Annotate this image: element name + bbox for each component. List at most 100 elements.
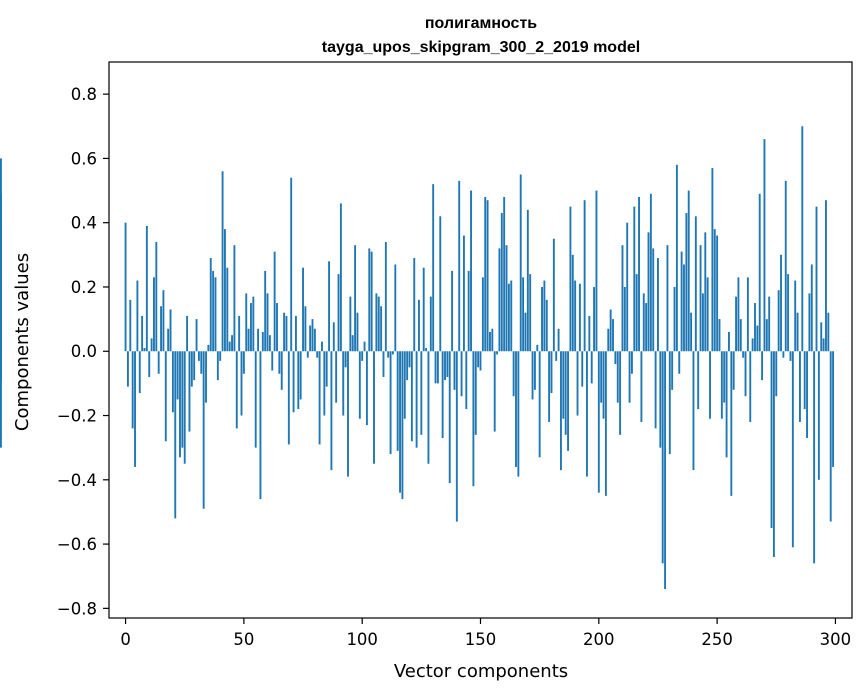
- bar-81: [316, 351, 319, 358]
- bar-278: [782, 351, 785, 358]
- bar-2: [129, 299, 132, 352]
- bar-42: [224, 229, 226, 352]
- bar-291: [813, 351, 816, 564]
- bar-14: [157, 351, 160, 374]
- bar-87: [330, 351, 333, 471]
- bar-231: [671, 351, 674, 390]
- bar-97: [354, 245, 357, 352]
- bar-211: [623, 286, 626, 352]
- bar-39: [216, 351, 219, 381]
- y-tick-label: 0.0: [71, 342, 97, 361]
- bar-262: [744, 351, 747, 397]
- y-tick-label: −0.4: [57, 471, 97, 490]
- bar-177: [543, 280, 546, 352]
- x-axis-ticks: 0 50 100 150 200 250 300: [120, 618, 851, 649]
- bar-275: [775, 351, 778, 397]
- bar-237: [685, 213, 688, 352]
- bar-104: [370, 251, 373, 352]
- bar-290: [810, 264, 813, 352]
- bar-260: [739, 319, 742, 352]
- bar-269: [761, 351, 764, 381]
- chart-subtitle: tayga_upos_skipgram_300_2_2019 model: [322, 39, 640, 56]
- bar-255: [728, 331, 730, 352]
- y-axis-ticks: −0.8 −0.6 −0.4 −0.2 0.0 0.2 0.4 0.6 0.8: [57, 85, 109, 618]
- bar-161: [505, 245, 508, 352]
- bar-33: [202, 351, 205, 509]
- bar-61: [268, 335, 271, 352]
- bar-213: [628, 351, 631, 403]
- bar-218: [640, 351, 643, 422]
- bar-68: [285, 315, 288, 352]
- bar-271: [765, 319, 768, 352]
- bar-142: [460, 351, 463, 397]
- bar-93: [344, 351, 347, 368]
- x-tick-label: 0: [120, 630, 131, 649]
- bar-116: [399, 351, 401, 493]
- bar-15: [160, 306, 162, 352]
- bar-undefined: [0, 351, 2, 448]
- bar-160: [503, 196, 506, 352]
- bar-228: [664, 351, 667, 590]
- bar-286: [801, 126, 804, 352]
- bar-109: [382, 351, 385, 377]
- bar-34: [205, 351, 207, 403]
- bar-122: [413, 258, 416, 352]
- bar-263: [746, 277, 749, 352]
- bar-230: [668, 351, 671, 455]
- bar-197: [590, 351, 593, 384]
- bar-200: [597, 351, 600, 493]
- bar-148: [474, 351, 477, 435]
- bar-125: [420, 351, 423, 435]
- bar-5: [136, 280, 139, 352]
- bar-212: [626, 222, 629, 352]
- bar-141: [458, 180, 461, 352]
- bar-163: [510, 280, 513, 352]
- bar-276: [777, 290, 780, 352]
- bar-60: [266, 293, 269, 352]
- bar-135: [444, 351, 446, 381]
- bar-24: [181, 351, 184, 448]
- bar-138: [451, 270, 454, 352]
- bar-174: [536, 344, 539, 352]
- bar-21: [174, 351, 177, 519]
- bar-88: [332, 322, 335, 352]
- plot-frame: [108, 61, 853, 619]
- bar-266: [754, 303, 756, 352]
- bar-156: [493, 351, 496, 432]
- bar-31: [197, 351, 200, 361]
- bar-180: [550, 351, 553, 394]
- bar-139: [453, 351, 456, 390]
- bar-287: [803, 351, 806, 410]
- bar-293: [817, 351, 820, 480]
- bar-83: [321, 341, 323, 352]
- bar-41: [221, 171, 224, 352]
- bar-194: [583, 200, 586, 352]
- bar-115: [396, 351, 399, 451]
- bar-10: [148, 351, 151, 377]
- bar-264: [749, 351, 752, 422]
- bar-155: [491, 328, 494, 352]
- bar-103: [368, 248, 371, 352]
- bar-166: [517, 351, 520, 477]
- bar-63: [273, 251, 276, 352]
- bar-272: [768, 296, 771, 352]
- bar-250: [716, 235, 719, 352]
- bar-91: [339, 203, 342, 352]
- bar-52: [247, 328, 250, 352]
- bar-79: [311, 319, 314, 352]
- bar-181: [552, 238, 555, 352]
- bar-84: [323, 351, 326, 416]
- bar-56: [257, 328, 260, 352]
- bar-252: [720, 351, 723, 419]
- bar-221: [647, 232, 650, 352]
- bar-190: [574, 280, 577, 352]
- bar-75: [302, 267, 304, 352]
- x-tick-label: 100: [346, 630, 378, 649]
- bar-283: [794, 280, 797, 352]
- bar-258: [735, 296, 737, 352]
- bar-176: [541, 286, 543, 352]
- bar-69: [287, 351, 290, 445]
- bar-210: [621, 245, 624, 352]
- bar-298: [829, 351, 832, 522]
- bar-256: [730, 351, 733, 496]
